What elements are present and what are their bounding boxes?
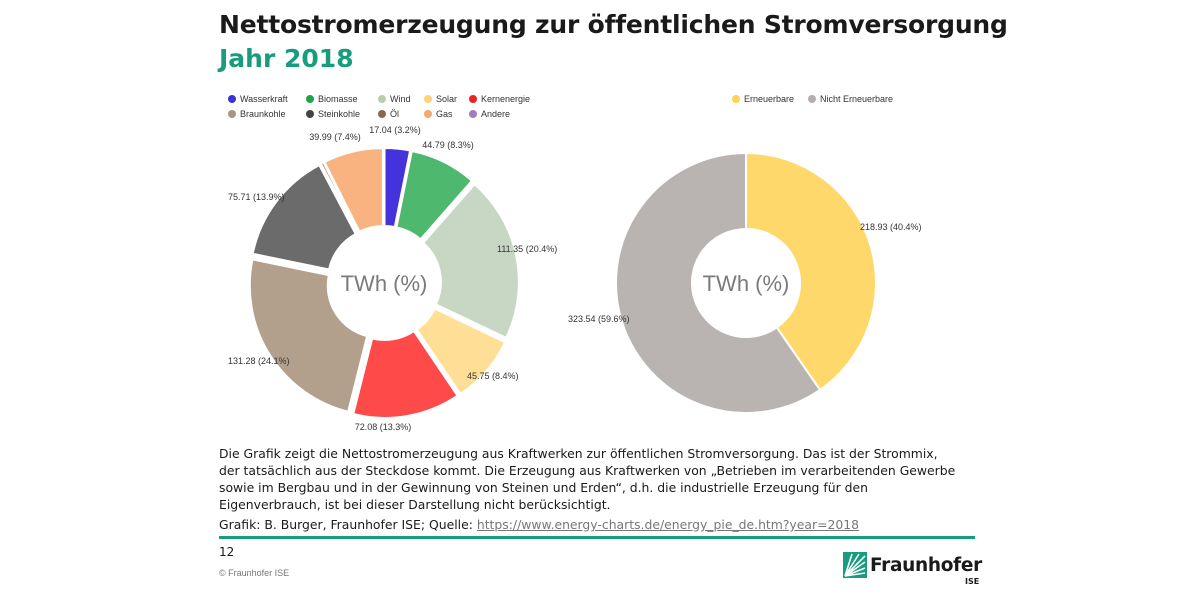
slice-label-steinkohle: 75.71 (13.9%) (228, 192, 285, 202)
legend-label: Erneuerbare (744, 94, 794, 104)
slice-label-wind: 111.35 (20.4%) (497, 244, 557, 254)
legend-label: Braunkohle (240, 109, 286, 119)
source-link[interactable]: https://www.energy-charts.de/energy_pie_… (476, 517, 859, 532)
renewables-donut-chart: Erneuerbare Nicht Erneuerbare 218.93 (40.4… (568, 94, 922, 414)
legend-swatch (378, 95, 386, 103)
description-text: Die Grafik zeigt die Nettostromerzeugung… (219, 446, 956, 512)
legend-swatch (424, 95, 432, 103)
slice-label-nicht-erneuerbare: 323.54 (59.6%) (568, 314, 630, 324)
logo-wordmark: Fraunhofer (870, 555, 983, 576)
credit-prefix: Grafik: B. Burger, Fraunhofer ISE; Quell… (219, 517, 477, 532)
legend-label: Steinkohle (318, 109, 360, 119)
legend-swatch (378, 110, 386, 118)
legend-label: Biomasse (318, 94, 358, 104)
legend-item-gas[interactable]: Gas (424, 109, 453, 119)
legend-swatch (469, 110, 477, 118)
legend-label: Wind (390, 94, 411, 104)
legend-item-biomasse[interactable]: Biomasse (306, 94, 358, 104)
legend-item-solar[interactable]: Solar (424, 94, 457, 104)
legend-item-andere[interactable]: Andere (469, 109, 510, 119)
fraunhofer-logo: Fraunhofer ISE (843, 552, 983, 592)
legend-label: Andere (481, 109, 510, 119)
legend-item-oel[interactable]: Öl (378, 109, 399, 119)
legend-swatch (424, 110, 432, 118)
legend-item-wind[interactable]: Wind (378, 94, 411, 104)
legend-label: Öl (390, 109, 399, 119)
slice-nicht-erneuerbare[interactable] (615, 151, 822, 414)
slice-label-wasserkraft: 17.04 (3.2%) (369, 125, 421, 135)
page-number: 12 (219, 545, 235, 559)
legend-label: Gas (436, 109, 453, 119)
center-label: TWh (%) (703, 271, 790, 296)
legend-item-braunkohle[interactable]: Braunkohle (228, 109, 286, 119)
legend-swatch (732, 95, 740, 103)
legend-swatch (228, 95, 236, 103)
legend-swatch (306, 110, 314, 118)
slice-biomasse[interactable] (395, 149, 474, 241)
slice-gas[interactable] (323, 147, 384, 234)
slice-kernenergie[interactable] (352, 329, 459, 419)
slide-title: Nettostromerzeugung zur öffentlichen Str… (219, 10, 1008, 39)
slice-label-biomasse: 44.79 (8.3%) (422, 140, 474, 150)
footer-divider (219, 536, 975, 539)
legend-item-nicht-erneuerbare[interactable]: Nicht Erneuerbare (808, 94, 893, 104)
legend-swatch (306, 95, 314, 103)
center-label: TWh (%) (341, 271, 428, 296)
slice-label-gas: 39.99 (7.4%) (309, 132, 361, 142)
legend-item-wasserkraft[interactable]: Wasserkraft (228, 94, 288, 104)
slide-subtitle: Jahr 2018 (219, 44, 354, 73)
slice-braunkohle[interactable] (248, 258, 369, 413)
legend-swatch (808, 95, 816, 103)
copyright-text: © Fraunhofer ISE (219, 568, 290, 578)
legend-label: Kernenergie (481, 94, 530, 104)
legend-label: Wasserkraft (240, 94, 288, 104)
slice-label-erneuerbare: 218.93 (40.4%) (860, 222, 922, 232)
slice-label-kernenergie: 72.08 (13.3%) (355, 422, 412, 432)
generation-mix-donut-chart: Wasserkraft Biomasse Wind Solar Kernenergie B… (228, 94, 557, 432)
legend-item-kernenergie[interactable]: Kernenergie (469, 94, 530, 104)
slice-label-solar: 45.75 (8.4%) (467, 371, 519, 381)
legend-item-erneuerbare[interactable]: Erneuerbare (732, 94, 794, 104)
slice-steinkohle[interactable] (251, 163, 358, 271)
slice-wasserkraft[interactable] (383, 147, 412, 229)
slice-oel[interactable] (319, 161, 360, 234)
legend-swatch (469, 95, 477, 103)
legend-label: Nicht Erneuerbare (820, 94, 893, 104)
credit-line: Grafik: B. Burger, Fraunhofer ISE; Quell… (219, 517, 859, 532)
legend-item-steinkohle[interactable]: Steinkohle (306, 109, 360, 119)
fraunhofer-logo-icon (843, 552, 867, 578)
slice-label-braunkohle: 131.28 (24.1%) (228, 356, 290, 366)
logo-subtext: ISE (965, 577, 980, 586)
slice-erneuerbare[interactable] (745, 151, 877, 392)
legend-swatch (228, 110, 236, 118)
slice-solar[interactable] (415, 307, 507, 396)
slice-wind[interactable] (421, 182, 520, 340)
legend-label: Solar (436, 94, 457, 104)
